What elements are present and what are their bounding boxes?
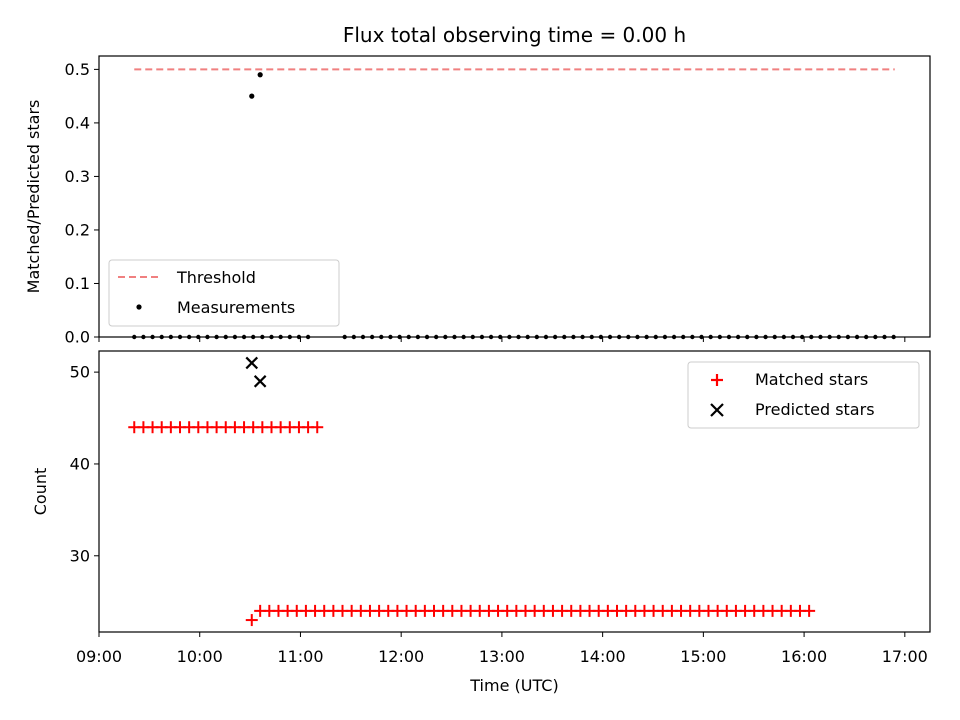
- legend-matched-label: Matched stars: [755, 370, 868, 389]
- y-tick-label: 30: [70, 546, 90, 565]
- measurement-point: [249, 93, 255, 99]
- x-tick-label: 14:00: [580, 647, 626, 666]
- top-legend: Threshold Measurements: [108, 259, 340, 327]
- legend-measurements-swatch: [136, 304, 142, 310]
- top-legend-frame: [108, 259, 340, 327]
- matched-star-point: [803, 604, 816, 617]
- x-tick-label: 11:00: [277, 647, 323, 666]
- predicted-star-point: [245, 356, 259, 370]
- predicted-star-point: [253, 375, 267, 388]
- x-tick-label: 16:00: [781, 647, 827, 666]
- y-tick-label: 50: [70, 363, 90, 382]
- matched-star-point: [245, 614, 258, 627]
- bottom-panel: 30 40 50 09:00 10:00 11:00 12:00 13:00 14:00 15:…: [31, 350, 931, 695]
- x-tick-label: 12:00: [378, 647, 424, 666]
- matched-star-point: [311, 421, 324, 434]
- bottom-legend-frame: [687, 361, 920, 429]
- y-tick-label: 0.5: [65, 60, 90, 79]
- bottom-axes-frame: [98, 350, 931, 633]
- legend-predicted-label: Predicted stars: [755, 400, 875, 419]
- bottom-x-axis: 09:00 10:00 11:00 12:00 13:00 14:00 15:00 16:00…: [76, 632, 928, 666]
- y-tick-label: 0.4: [65, 113, 90, 132]
- chart-title: Flux total observing time = 0.00 h: [343, 23, 686, 47]
- x-tick-label: 09:00: [76, 647, 122, 666]
- y-tick-label: 0.0: [65, 328, 90, 347]
- bottom-x-axis-label: Time (UTC): [469, 676, 558, 695]
- legend-matched-swatch: [711, 374, 723, 386]
- top-axes-frame: [98, 55, 931, 338]
- bottom-y-axis: 30 40 50: [70, 363, 99, 565]
- top-panel: Flux total observing time = 0.00 h 0.00.…: [24, 23, 931, 347]
- legend-threshold-label: Threshold: [176, 268, 256, 287]
- x-tick-label: 10:00: [177, 647, 223, 666]
- top-x-axis: [98, 337, 906, 342]
- measurement-point: [257, 72, 263, 78]
- bottom-legend: Matched stars Predicted stars: [687, 361, 920, 429]
- legend-predicted-swatch: [710, 403, 724, 417]
- x-tick-label: 17:00: [882, 647, 928, 666]
- top-y-axis: 0.0 0.1 0.2 0.3 0.4 0.5: [65, 60, 99, 347]
- x-tick-label: 13:00: [479, 647, 525, 666]
- top-y-axis-label: Matched/Predicted stars: [24, 100, 43, 294]
- x-tick-label: 15:00: [680, 647, 726, 666]
- top-plot-area: [132, 68, 896, 340]
- bottom-plot-area: [128, 356, 816, 627]
- y-tick-label: 40: [70, 454, 90, 473]
- legend-measurements-label: Measurements: [177, 298, 295, 317]
- y-tick-label: 0.1: [65, 274, 90, 293]
- y-tick-label: 0.2: [65, 220, 90, 239]
- bottom-y-axis-label: Count: [31, 468, 50, 516]
- y-tick-label: 0.3: [65, 167, 90, 186]
